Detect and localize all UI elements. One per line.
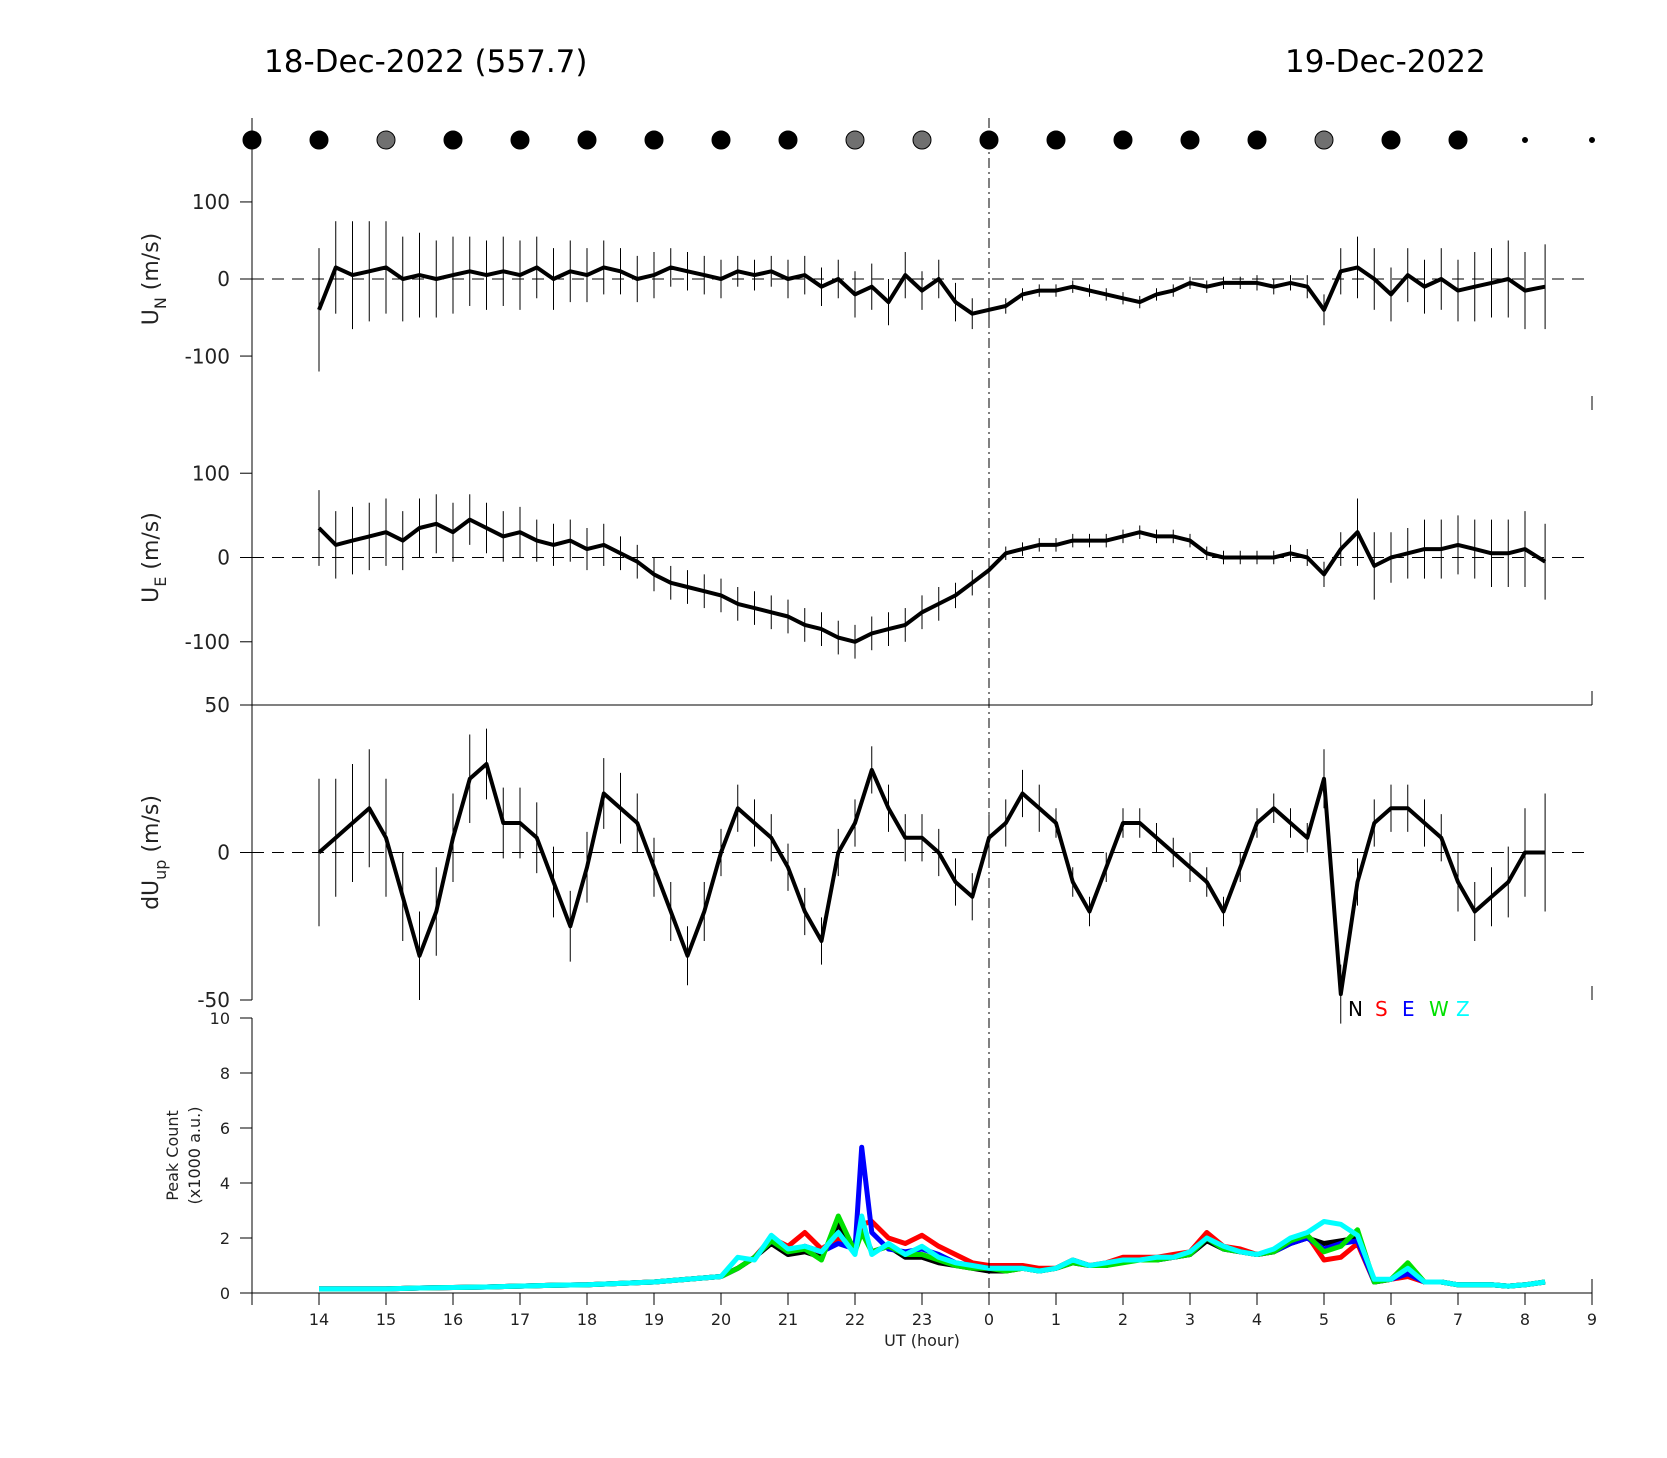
sky-condition-dot: [1180, 130, 1200, 150]
sky-condition-dot: [778, 130, 798, 150]
y-tick-label: -50: [197, 988, 230, 1012]
legend-entry-n: N: [1348, 997, 1363, 1021]
date-title-left: 18-Dec-2022 (557.7): [264, 44, 588, 80]
x-tick-label: 5: [1319, 1310, 1329, 1329]
y-tick-label: 0: [220, 1284, 230, 1303]
x-tick-label: 15: [376, 1310, 396, 1329]
x-tick-label: 8: [1520, 1310, 1530, 1329]
y-tick-label: 10: [210, 1009, 230, 1028]
x-tick-label: 1: [1051, 1310, 1061, 1329]
y-axis-label: dUup (m/s): [139, 795, 170, 910]
x-tick-label: 22: [845, 1310, 865, 1329]
sky-condition-dot: [1046, 130, 1066, 150]
x-tick-label: 19: [644, 1310, 664, 1329]
sky-condition-dot: [577, 130, 597, 150]
y-tick-label: 100: [192, 461, 230, 485]
sky-condition-dot: [1113, 130, 1133, 150]
x-tick-label: 6: [1386, 1310, 1396, 1329]
y-axis-label: UN (m/s): [139, 233, 170, 326]
sky-condition-dot: [1247, 130, 1267, 150]
x-tick-label: 20: [711, 1310, 731, 1329]
x-axis: 14 15 16 17 18 19 20 21 22 23 0 1 2 3 4 5 6 7 8 9UT (hour): [251, 118, 1597, 1350]
y-tick-label: -100: [185, 630, 230, 654]
sky-condition-dot: [309, 130, 329, 150]
sky-condition-dot: [1381, 130, 1401, 150]
legend-entry-w: W: [1429, 997, 1449, 1021]
legend-entry-s: S: [1375, 997, 1388, 1021]
sky-condition-dot: [510, 130, 530, 150]
x-tick-label: 18: [577, 1310, 597, 1329]
x-tick-label: 17: [510, 1310, 530, 1329]
x-axis-label: UT (hour): [884, 1331, 960, 1350]
y-axis-label-line1: Peak Count: [163, 1110, 182, 1201]
x-tick-label: 23: [912, 1310, 932, 1329]
y-tick-label: -100: [185, 344, 230, 368]
date-title-right: 19-Dec-2022: [1285, 44, 1486, 80]
un-panel: -100 0 100 UN (m/s): [139, 148, 1593, 410]
sky-condition-dot: [1314, 130, 1334, 150]
legend-entry-z: Z: [1456, 997, 1470, 1021]
sky-condition-dot: [376, 130, 396, 150]
x-tick-label: 3: [1185, 1310, 1195, 1329]
y-tick-label: 100: [192, 190, 230, 214]
ue-panel: -100 0 100 UE (m/s): [139, 410, 1593, 705]
y-tick-label: 8: [220, 1064, 230, 1083]
series-line: [317, 517, 1547, 644]
series-line-e: [319, 1144, 1546, 1292]
series-line: [317, 265, 1546, 316]
y-axis-label: UE (m/s): [139, 512, 170, 603]
y-tick-label: 0: [217, 546, 230, 570]
sky-condition-dot: [1522, 137, 1528, 143]
x-tick-label: 16: [443, 1310, 463, 1329]
x-tick-label: 7: [1453, 1310, 1463, 1329]
y-tick-label: 4: [220, 1174, 230, 1193]
legend-entry-e: E: [1402, 997, 1415, 1021]
duup-panel: -50 0 50 dUup (m/s): [139, 693, 1593, 1024]
sky-condition-dot: [1448, 130, 1468, 150]
peak-count-panel: 0 2 4 6 8 10 Peak Count (x1000 a.u.) N S E W Z: [163, 997, 1593, 1303]
sky-condition-dot: [845, 130, 865, 150]
x-tick-label: 14: [309, 1310, 329, 1329]
x-tick-label: 21: [778, 1310, 798, 1329]
x-tick-label: 0: [984, 1310, 994, 1329]
sky-condition-dot: [443, 130, 463, 150]
series-line: [317, 762, 1546, 997]
y-tick-label: 6: [220, 1119, 230, 1138]
x-tick-label: 2: [1118, 1310, 1128, 1329]
y-axis-label-line2: (x1000 a.u.): [185, 1107, 204, 1205]
x-tick-label: 4: [1252, 1310, 1262, 1329]
y-tick-label: 50: [205, 693, 230, 717]
y-tick-label: 0: [217, 267, 230, 291]
y-tick-label: 2: [220, 1229, 230, 1248]
sky-condition-dot: [711, 130, 731, 150]
sky-condition-dot: [1589, 137, 1595, 143]
series-line-z: [319, 1213, 1546, 1292]
sky-condition-dot: [644, 130, 664, 150]
x-tick-label: 9: [1587, 1310, 1597, 1329]
sky-condition-panel: [242, 130, 1595, 150]
sky-condition-dot: [912, 130, 932, 150]
y-tick-label: 0: [217, 841, 230, 865]
